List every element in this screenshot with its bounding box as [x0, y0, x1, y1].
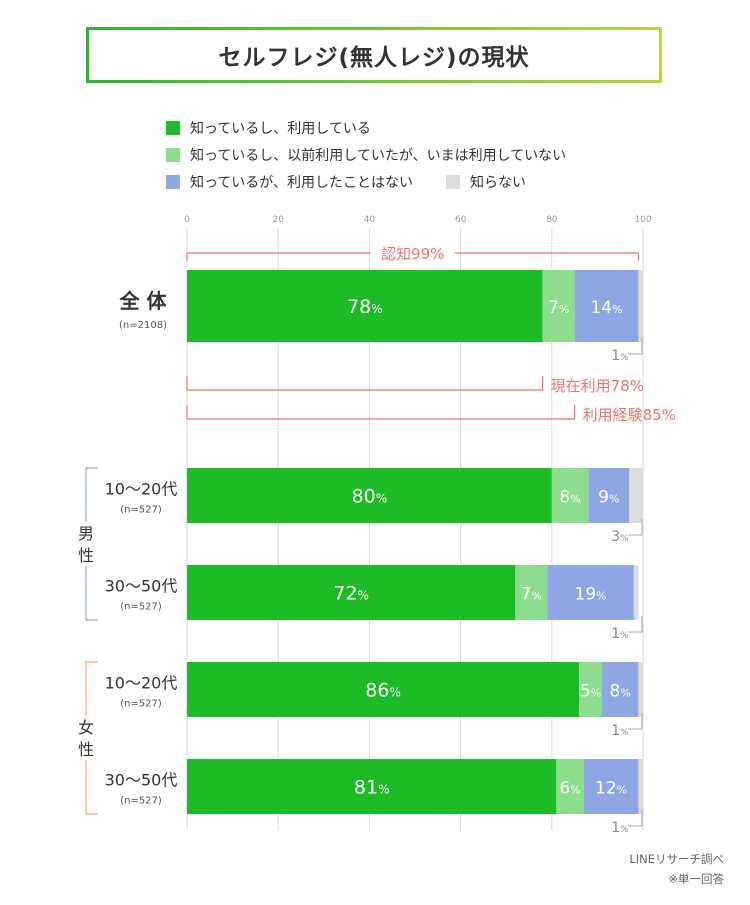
data-label: 6% — [559, 779, 580, 799]
data-label: 14% — [590, 298, 622, 318]
bar-segment — [547, 565, 634, 620]
group-label: 男 — [78, 524, 94, 543]
x-tick-label: 0 — [184, 215, 190, 225]
data-label: 78% — [347, 296, 383, 318]
x-tick-label: 100 — [634, 215, 651, 225]
callout-line — [628, 616, 643, 633]
legend-swatch — [446, 175, 460, 189]
bar-segment — [633, 565, 639, 620]
data-label-dont-know: 1% — [611, 820, 629, 836]
row-label: 全 体 — [119, 289, 168, 313]
bar-segment — [638, 759, 643, 814]
row-n: (n=527) — [120, 505, 162, 516]
legend-swatch — [166, 121, 180, 135]
group-label: 性 — [78, 740, 94, 759]
bar-segment — [638, 662, 643, 717]
page-title: セルフレジ(無人レジ)の現状 — [218, 45, 530, 71]
callout-line — [628, 519, 643, 536]
bar-segment — [556, 759, 584, 814]
method-note: ※単一回答 — [668, 872, 724, 886]
data-label: 12% — [595, 779, 627, 799]
bar-segment — [515, 565, 548, 620]
bar-segment — [638, 270, 643, 342]
data-label-dont-know: 1% — [611, 348, 629, 364]
data-label: 7% — [521, 585, 542, 605]
row-n: (n=2108) — [119, 320, 167, 331]
data-label-dont-know: 1% — [611, 626, 629, 642]
legend-item-dont-know: 知らない — [446, 172, 526, 192]
bar-segment — [187, 759, 557, 814]
group-label-bg — [76, 522, 96, 566]
data-label: 86% — [365, 680, 401, 702]
annotation-bracket — [186, 405, 576, 420]
bar-segment — [583, 759, 639, 814]
bar-segment — [588, 468, 630, 523]
data-label: 81% — [354, 777, 390, 799]
callout-line — [628, 810, 643, 827]
group-label: 女 — [78, 718, 94, 737]
row-n: (n=527) — [120, 699, 162, 710]
data-label: 8% — [559, 488, 580, 508]
row-n: (n=527) — [120, 796, 162, 807]
bar-segment — [187, 662, 580, 717]
annotation-label: 利用経験85% — [583, 406, 676, 424]
legend-label: 知っているし、以前利用していたが、いまは利用していない — [190, 148, 567, 164]
data-label: 5% — [580, 682, 601, 702]
data-label: 80% — [352, 486, 388, 508]
title-box: セルフレジ(無人レジ)の現状 — [86, 27, 662, 83]
data-label: 7% — [548, 298, 569, 318]
data-label-dont-know: 3% — [611, 529, 629, 545]
legend-label: 知らない — [470, 175, 526, 191]
bar-segment — [629, 468, 643, 523]
row-label: 10〜20代 — [105, 674, 178, 693]
legend-item-know-not-use: 知っているが、利用したことはない — [166, 172, 413, 192]
data-label-dont-know: 1% — [611, 723, 629, 739]
legend-label: 知っているし、利用している — [190, 121, 371, 137]
row-label: 30〜50代 — [105, 577, 178, 596]
bar-segment — [551, 468, 589, 523]
annotation-label: 現在利用78% — [551, 377, 644, 395]
bar-segment — [601, 662, 639, 717]
legend-swatch — [166, 148, 180, 162]
callout-line — [628, 338, 643, 355]
x-tick-label: 40 — [364, 215, 376, 225]
row-n: (n=527) — [120, 602, 162, 613]
x-tick-label: 60 — [455, 215, 467, 225]
bar-segment — [187, 468, 552, 523]
x-tick-label: 20 — [272, 215, 284, 225]
data-label: 72% — [333, 583, 369, 605]
data-label: 19% — [575, 585, 607, 605]
legend-label: 知っているが、利用したことはない — [190, 175, 414, 191]
legend-swatch — [166, 175, 180, 189]
annotation-label: 認知99% — [381, 245, 444, 263]
group-label-bg — [76, 716, 96, 760]
bar-segment — [187, 565, 516, 620]
callout-line — [628, 713, 643, 730]
bar-segment — [187, 270, 543, 342]
legend-item-know-use: 知っているし、利用している — [166, 118, 371, 138]
bar-segment — [579, 662, 602, 717]
group-label: 性 — [78, 546, 94, 565]
bar-segment — [542, 270, 575, 342]
row-label: 10〜20代 — [105, 480, 178, 499]
source-note: LINEリサーチ調べ — [629, 852, 724, 866]
legend-item-know-used-before: 知っているし、以前利用していたが、いまは利用していない — [166, 145, 566, 165]
data-label: 9% — [598, 488, 619, 508]
data-label: 8% — [610, 682, 631, 702]
bar-segment — [574, 270, 639, 342]
annotation-bracket — [186, 376, 544, 391]
annotation-label-bg — [370, 243, 455, 263]
row-label: 30〜50代 — [105, 771, 178, 790]
x-tick-label: 80 — [546, 215, 558, 225]
